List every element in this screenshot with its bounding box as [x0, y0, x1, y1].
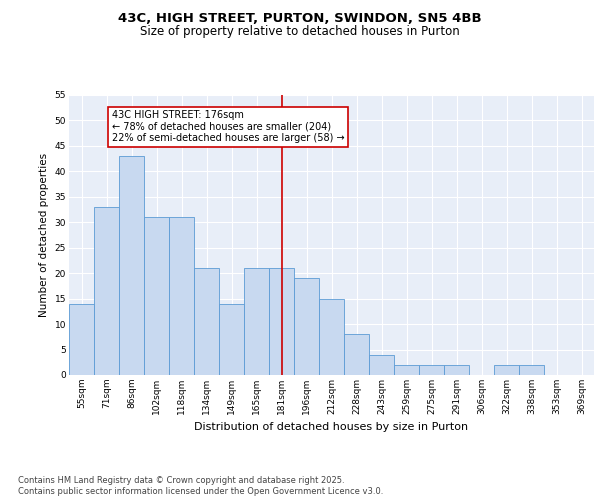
Text: 43C, HIGH STREET, PURTON, SWINDON, SN5 4BB: 43C, HIGH STREET, PURTON, SWINDON, SN5 4… — [118, 12, 482, 26]
X-axis label: Distribution of detached houses by size in Purton: Distribution of detached houses by size … — [194, 422, 469, 432]
Y-axis label: Number of detached properties: Number of detached properties — [39, 153, 49, 317]
Bar — [394, 365, 419, 375]
Bar — [444, 365, 469, 375]
Bar — [119, 156, 144, 375]
Bar — [194, 268, 219, 375]
Bar — [369, 354, 394, 375]
Bar — [319, 298, 344, 375]
Bar — [494, 365, 519, 375]
Bar — [244, 268, 269, 375]
Text: Contains public sector information licensed under the Open Government Licence v3: Contains public sector information licen… — [18, 488, 383, 496]
Bar — [344, 334, 369, 375]
Bar — [169, 217, 194, 375]
Bar — [94, 207, 119, 375]
Bar — [294, 278, 319, 375]
Bar — [144, 217, 169, 375]
Bar — [269, 268, 294, 375]
Bar — [519, 365, 544, 375]
Text: 43C HIGH STREET: 176sqm
← 78% of detached houses are smaller (204)
22% of semi-d: 43C HIGH STREET: 176sqm ← 78% of detache… — [112, 110, 344, 144]
Text: Contains HM Land Registry data © Crown copyright and database right 2025.: Contains HM Land Registry data © Crown c… — [18, 476, 344, 485]
Bar — [219, 304, 244, 375]
Text: Size of property relative to detached houses in Purton: Size of property relative to detached ho… — [140, 25, 460, 38]
Bar — [419, 365, 444, 375]
Bar — [69, 304, 94, 375]
